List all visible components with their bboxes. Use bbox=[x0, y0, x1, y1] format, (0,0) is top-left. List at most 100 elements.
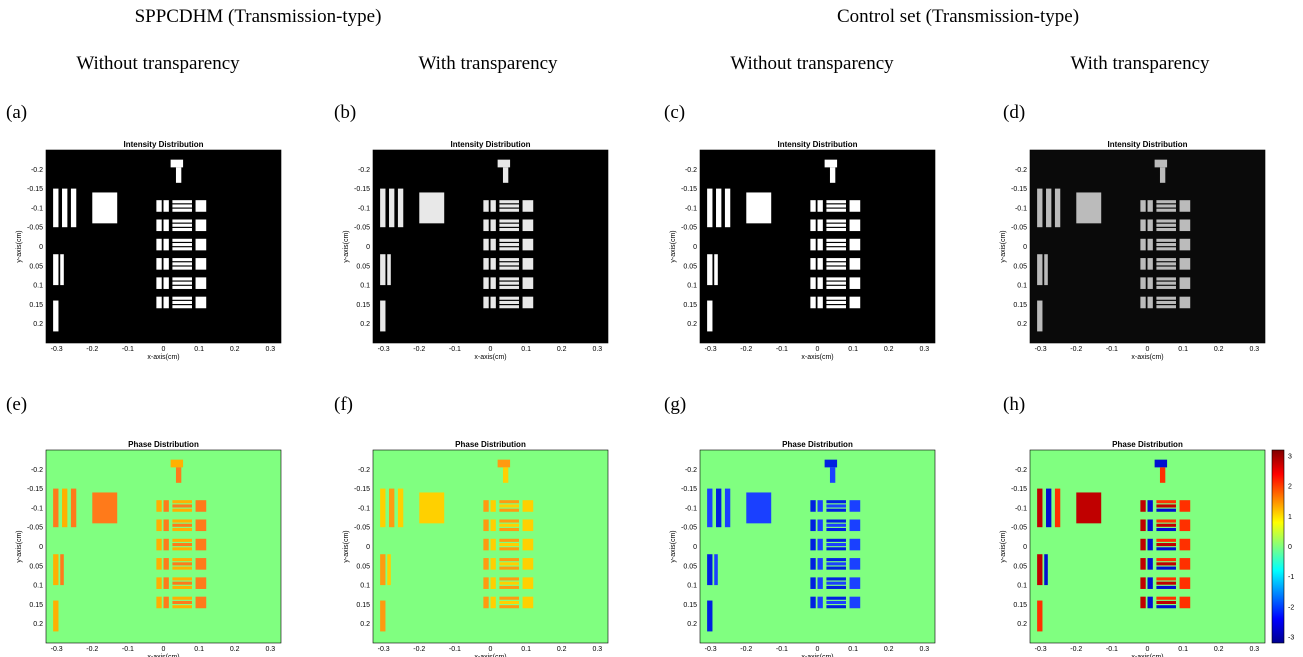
image-feature bbox=[499, 247, 519, 250]
image-feature bbox=[499, 262, 519, 265]
image-feature bbox=[156, 219, 161, 231]
x-tick-label: -0.3 bbox=[378, 646, 390, 653]
image-feature bbox=[380, 189, 385, 228]
x-tick-label: 0 bbox=[816, 346, 820, 353]
image-feature bbox=[53, 254, 58, 285]
image-feature bbox=[810, 539, 815, 551]
image-feature bbox=[483, 200, 488, 212]
image-feature bbox=[499, 297, 519, 300]
image-feature bbox=[1156, 286, 1176, 289]
image-feature bbox=[53, 301, 58, 332]
image-feature bbox=[1055, 489, 1060, 528]
image-feature bbox=[1156, 224, 1176, 227]
y-tick-label: -0.05 bbox=[1011, 225, 1027, 232]
image-feature bbox=[172, 209, 192, 212]
y-tick-label: -0.2 bbox=[31, 467, 43, 474]
image-feature bbox=[825, 160, 837, 168]
image-feature bbox=[71, 489, 76, 528]
image-feature bbox=[523, 200, 534, 212]
image-feature bbox=[499, 567, 519, 570]
image-feature bbox=[196, 200, 207, 212]
image-feature bbox=[523, 539, 534, 551]
image-feature bbox=[1180, 519, 1191, 531]
image-feature bbox=[818, 539, 823, 551]
image-feature bbox=[707, 601, 712, 632]
image-feature bbox=[172, 519, 192, 522]
image-feature bbox=[1148, 597, 1153, 609]
image-feature bbox=[1156, 567, 1176, 570]
image-feature bbox=[196, 239, 207, 251]
y-tick-label: -0.15 bbox=[1011, 486, 1027, 493]
x-tick-label: -0.1 bbox=[776, 346, 788, 353]
image-feature bbox=[172, 228, 192, 231]
x-tick-label: -0.3 bbox=[51, 646, 63, 653]
image-feature bbox=[826, 200, 846, 203]
y-tick-label: 0.15 bbox=[356, 602, 370, 609]
image-feature bbox=[1076, 192, 1101, 223]
image-feature bbox=[1148, 297, 1153, 309]
image-feature bbox=[1156, 577, 1176, 580]
panel-title: Intensity Distribution bbox=[778, 140, 858, 149]
image-feature bbox=[826, 219, 846, 222]
image-feature bbox=[172, 224, 192, 227]
x-axis-label: x-axis(cm) bbox=[474, 354, 506, 361]
image-feature bbox=[826, 558, 846, 561]
x-axis-label: x-axis(cm) bbox=[147, 354, 179, 361]
y-tick-label: -0.05 bbox=[681, 225, 697, 232]
image-feature bbox=[380, 489, 385, 528]
image-feature bbox=[491, 239, 496, 251]
y-tick-label: 0 bbox=[366, 244, 370, 251]
x-tick-label: -0.1 bbox=[122, 346, 134, 353]
image-feature bbox=[818, 239, 823, 251]
image-feature bbox=[1155, 160, 1167, 168]
image-feature bbox=[1156, 524, 1176, 527]
y-tick-label: -0.15 bbox=[354, 486, 370, 493]
image-feature bbox=[826, 301, 846, 304]
image-feature bbox=[826, 597, 846, 600]
image-feature bbox=[172, 567, 192, 570]
image-feature bbox=[503, 467, 508, 482]
x-tick-label: 0 bbox=[1146, 646, 1150, 653]
image-feature bbox=[523, 297, 534, 309]
y-tick-label: -0.1 bbox=[358, 205, 370, 212]
panel-label: (g) bbox=[664, 394, 686, 415]
image-feature bbox=[172, 543, 192, 546]
image-feature bbox=[523, 597, 534, 609]
image-feature bbox=[499, 277, 519, 280]
x-tick-label: 0.3 bbox=[919, 346, 929, 353]
image-feature bbox=[491, 597, 496, 609]
image-feature bbox=[172, 586, 192, 589]
image-feature bbox=[818, 258, 823, 270]
y-tick-label: 0.05 bbox=[29, 263, 43, 270]
image-feature bbox=[826, 305, 846, 308]
image-feature bbox=[826, 243, 846, 246]
image-feature bbox=[1148, 500, 1153, 512]
image-feature bbox=[172, 301, 192, 304]
image-feature bbox=[826, 277, 846, 280]
panel-label: (h) bbox=[1003, 394, 1025, 415]
image-feature bbox=[380, 254, 385, 285]
image-feature bbox=[826, 500, 846, 503]
image-feature bbox=[1156, 528, 1176, 531]
image-feature bbox=[707, 301, 712, 332]
image-feature bbox=[398, 489, 403, 528]
image-feature bbox=[818, 519, 823, 531]
image-feature bbox=[1140, 500, 1145, 512]
image-feature bbox=[1148, 277, 1153, 289]
panel-title: Phase Distribution bbox=[128, 440, 199, 449]
image-feature bbox=[156, 500, 161, 512]
image-feature bbox=[850, 500, 861, 512]
x-tick-label: 0.2 bbox=[557, 646, 567, 653]
image-feature bbox=[1140, 277, 1145, 289]
image-feature bbox=[503, 167, 508, 182]
image-feature bbox=[483, 577, 488, 589]
colorbar-tick-label: -2 bbox=[1288, 604, 1294, 611]
image-feature bbox=[1156, 539, 1176, 542]
image-feature bbox=[62, 189, 67, 228]
image-feature bbox=[1044, 554, 1048, 585]
image-feature bbox=[818, 577, 823, 589]
image-feature bbox=[156, 258, 161, 270]
image-feature bbox=[523, 558, 534, 570]
y-tick-label: 0.15 bbox=[29, 302, 43, 309]
image-feature bbox=[483, 277, 488, 289]
